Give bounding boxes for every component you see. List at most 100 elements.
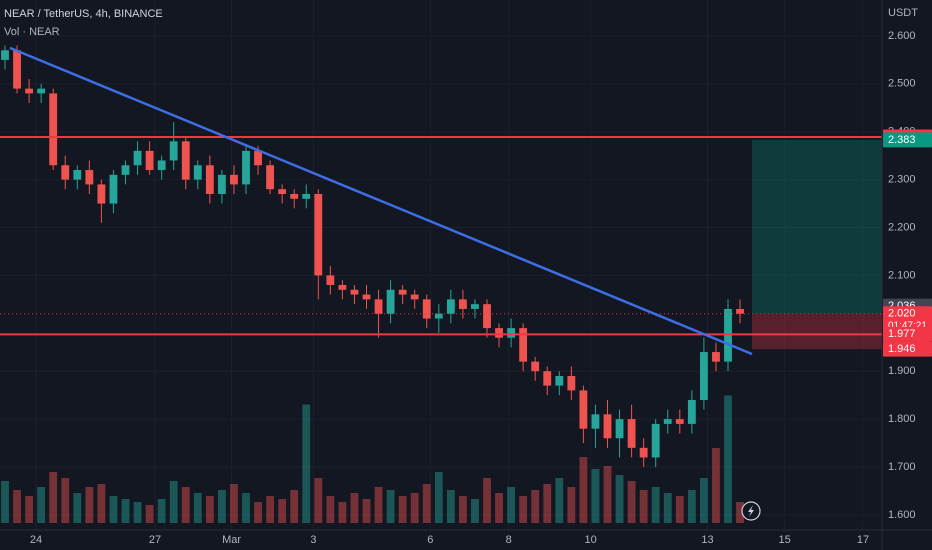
x-tick-label: 17 <box>857 534 869 546</box>
candle-body <box>615 419 624 439</box>
y-tick-label: 2.100 <box>888 269 916 281</box>
candle-body <box>350 289 359 295</box>
volume-bar <box>145 505 154 523</box>
volume-bar <box>543 484 552 523</box>
volume-bar <box>458 496 467 523</box>
lightning-icon[interactable] <box>741 501 761 521</box>
volume-bar <box>61 478 70 523</box>
volume-bar <box>230 484 238 523</box>
candle-body <box>217 174 226 194</box>
x-tick-label: 10 <box>585 534 597 546</box>
candle-body <box>579 390 588 429</box>
candle-body <box>639 447 648 458</box>
volume-bar <box>314 478 323 523</box>
volume-bar <box>651 487 660 523</box>
volume-bar <box>446 490 455 523</box>
candle-body <box>483 304 491 329</box>
volume-bar <box>519 496 528 523</box>
volume-bar <box>326 496 335 523</box>
candle-body <box>13 50 21 89</box>
price-badge-label: 1.977 <box>888 328 916 340</box>
volume-bar <box>181 487 190 523</box>
volume-bar <box>591 469 600 523</box>
volume-bar <box>242 493 250 523</box>
volume-bar <box>278 499 287 523</box>
volume-bar <box>374 487 383 523</box>
candle-body <box>266 165 275 190</box>
volume-legend: Vol · NEAR <box>4 26 60 38</box>
x-tick-label: 8 <box>506 534 512 546</box>
candle-body <box>290 193 299 199</box>
candle-body <box>531 361 540 372</box>
candle-body <box>567 376 576 391</box>
volume-bar <box>266 496 275 523</box>
x-tick-label: 13 <box>701 534 713 546</box>
volume-bar <box>1 481 9 523</box>
volume-bar <box>736 502 744 523</box>
volume-bar <box>169 481 178 523</box>
candle-body <box>314 193 323 276</box>
volume-bar <box>49 472 58 523</box>
x-tick-label: Mar <box>222 534 241 546</box>
candle-body <box>543 371 552 386</box>
candle-body <box>434 313 443 319</box>
candle-body <box>193 165 202 180</box>
volume-bar <box>495 493 503 523</box>
candle-body <box>181 141 190 180</box>
candle-body <box>591 414 600 429</box>
volume-bar <box>350 493 359 523</box>
candle-body <box>254 150 262 166</box>
candle-body <box>471 304 479 309</box>
volume-bar <box>338 502 347 523</box>
candle-body <box>555 376 564 386</box>
price-badge <box>883 306 932 333</box>
volume-bar <box>483 478 491 523</box>
chart-title: NEAR / TetherUS, 4h, BINANCE <box>4 8 163 20</box>
volume-bar <box>398 496 407 523</box>
candle-body <box>121 165 130 175</box>
candle-body <box>651 423 660 458</box>
y-tick-label: 2.600 <box>888 30 916 42</box>
volume-bar <box>687 490 696 523</box>
candle-body <box>699 352 708 400</box>
candle-body <box>675 419 684 424</box>
volume-bar <box>555 478 564 523</box>
candle-body <box>627 419 636 448</box>
x-tick-label: 27 <box>149 534 161 546</box>
candle-body <box>410 294 419 300</box>
y-axis-label: USDT <box>888 7 918 19</box>
volume-bar <box>193 493 202 523</box>
volume-bar <box>507 487 516 523</box>
volume-bar <box>531 490 540 523</box>
x-tick-label: 3 <box>310 534 316 546</box>
price-badge <box>883 132 932 148</box>
volume-bar <box>133 502 142 523</box>
candle-body <box>374 299 383 314</box>
candle-body <box>97 184 106 204</box>
volume-bar <box>471 499 479 523</box>
candle-body <box>687 399 696 424</box>
candle-body <box>338 284 347 290</box>
y-tick-label: 1.700 <box>888 461 916 473</box>
x-tick-label: 24 <box>30 534 42 546</box>
candle-body <box>603 414 612 439</box>
candle-body <box>362 294 371 300</box>
stop-zone <box>751 313 882 350</box>
volume-bar <box>302 404 311 523</box>
price-badge-label: 1.946 <box>888 343 916 355</box>
candle-body <box>519 328 528 362</box>
volume-bar <box>97 484 106 523</box>
candle-body <box>422 299 431 319</box>
y-tick-label: 1.800 <box>888 413 916 425</box>
candle-body <box>398 289 407 295</box>
volume-bar <box>422 484 431 523</box>
volume-bar <box>37 487 46 523</box>
candle-body <box>302 193 311 199</box>
y-tick-label: 1.600 <box>888 509 916 521</box>
volume-bar <box>579 457 588 523</box>
candle-body <box>446 299 455 314</box>
candle-body <box>49 93 58 166</box>
candle-body <box>73 170 82 180</box>
candle-body <box>386 289 395 314</box>
